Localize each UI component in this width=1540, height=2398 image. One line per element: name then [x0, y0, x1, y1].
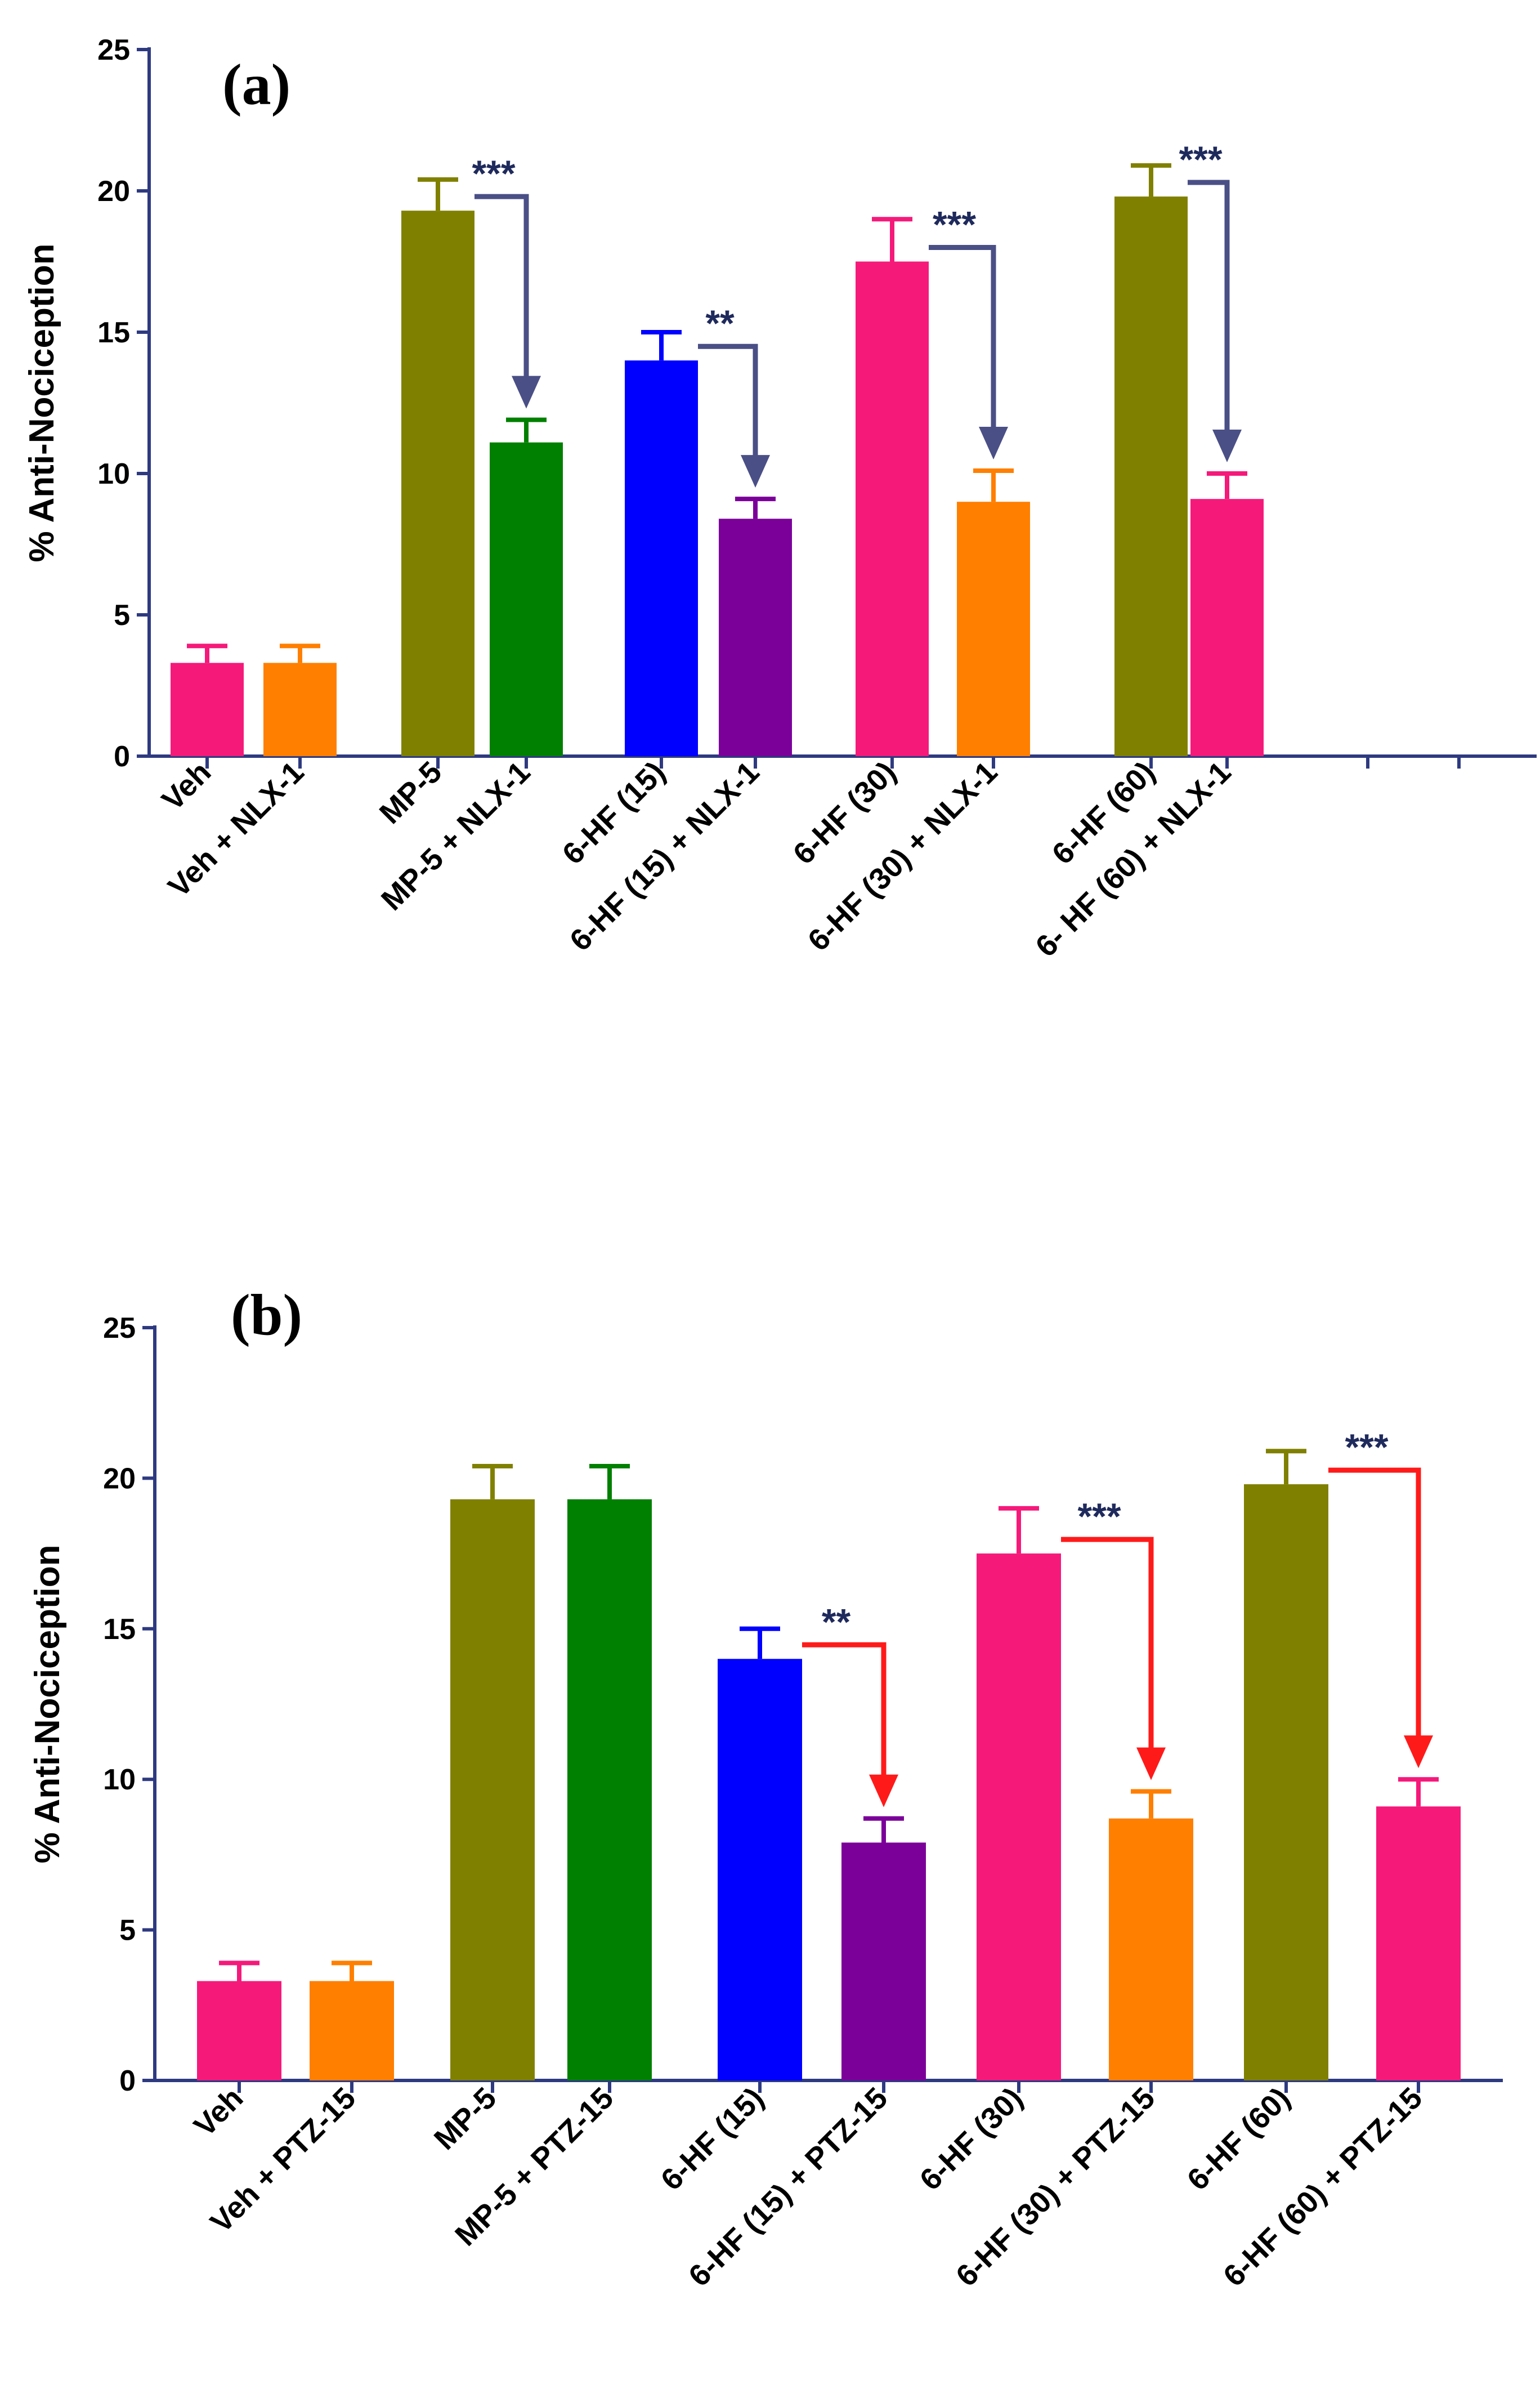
y-tick-label: 25	[97, 34, 130, 66]
bar	[718, 1659, 802, 2080]
y-tick-label: 15	[97, 316, 130, 349]
arrow-head	[512, 376, 541, 409]
bar	[1244, 1484, 1328, 2080]
arrow-head	[1136, 1747, 1166, 1780]
y-tick-label: 0	[119, 2065, 136, 2097]
bar	[450, 1499, 535, 2080]
bar	[719, 519, 792, 756]
significance-arrow	[474, 194, 529, 381]
bar	[401, 211, 474, 756]
bar	[1109, 1818, 1193, 2080]
y-tick-label: 20	[103, 1462, 136, 1495]
y-tick-label: 5	[119, 1914, 136, 1947]
significance-label: ***	[1345, 1426, 1388, 1468]
bar	[1114, 197, 1188, 756]
significance-arrow	[698, 343, 758, 460]
bar	[1190, 499, 1264, 756]
significance-arrow	[802, 1642, 887, 1779]
panel-label: (b)	[231, 1283, 302, 1347]
y-tick-label: 10	[97, 458, 130, 490]
y-tick-label: 5	[114, 599, 130, 632]
bar	[957, 502, 1030, 756]
arrow-head	[741, 455, 770, 488]
significance-label: ***	[1179, 139, 1222, 180]
arrow-head	[1212, 430, 1242, 462]
significance-arrow	[1061, 1537, 1154, 1752]
bar	[490, 442, 563, 756]
panel-label: (a)	[222, 52, 290, 117]
significance-arrow	[929, 245, 996, 431]
bar	[171, 663, 244, 756]
bar	[1376, 1806, 1461, 2080]
y-tick-label: 15	[103, 1613, 136, 1646]
x-category-label: 6-HF (15)	[655, 2081, 771, 2197]
bar	[197, 1981, 281, 2080]
y-axis-title: % Anti-Nociception	[28, 1544, 67, 1863]
significance-label: ***	[472, 153, 515, 194]
arrow-head	[1404, 1735, 1433, 1769]
x-category-label: 6-HF (30) + NLX-1	[802, 755, 1004, 958]
bar	[856, 261, 929, 756]
y-tick-label: 20	[97, 175, 130, 208]
bar	[263, 663, 337, 756]
arrow-head	[979, 426, 1008, 459]
significance-arrow	[1328, 1467, 1421, 1740]
bar	[977, 1553, 1061, 2080]
y-tick-label: 10	[103, 1763, 136, 1796]
significance-label: **	[822, 1601, 851, 1642]
arrow-head	[869, 1774, 898, 1807]
bar	[625, 360, 698, 756]
bar	[567, 1499, 652, 2080]
bar	[841, 1842, 926, 2080]
x-category-label: 6-HF (60)	[1181, 2081, 1297, 2197]
x-category-label: 6-HF (30)	[914, 2081, 1029, 2197]
x-category-label: MP-5 + NLX-1	[375, 755, 536, 917]
bar	[310, 1981, 394, 2080]
significance-arrow	[1188, 180, 1230, 434]
y-tick-label: 25	[103, 1312, 136, 1345]
y-tick-label: 0	[114, 740, 130, 773]
significance-label: ***	[933, 204, 976, 245]
y-axis-title: % Anti-Nociception	[23, 243, 61, 562]
significance-label: ***	[1077, 1495, 1121, 1537]
significance-label: **	[705, 302, 735, 344]
